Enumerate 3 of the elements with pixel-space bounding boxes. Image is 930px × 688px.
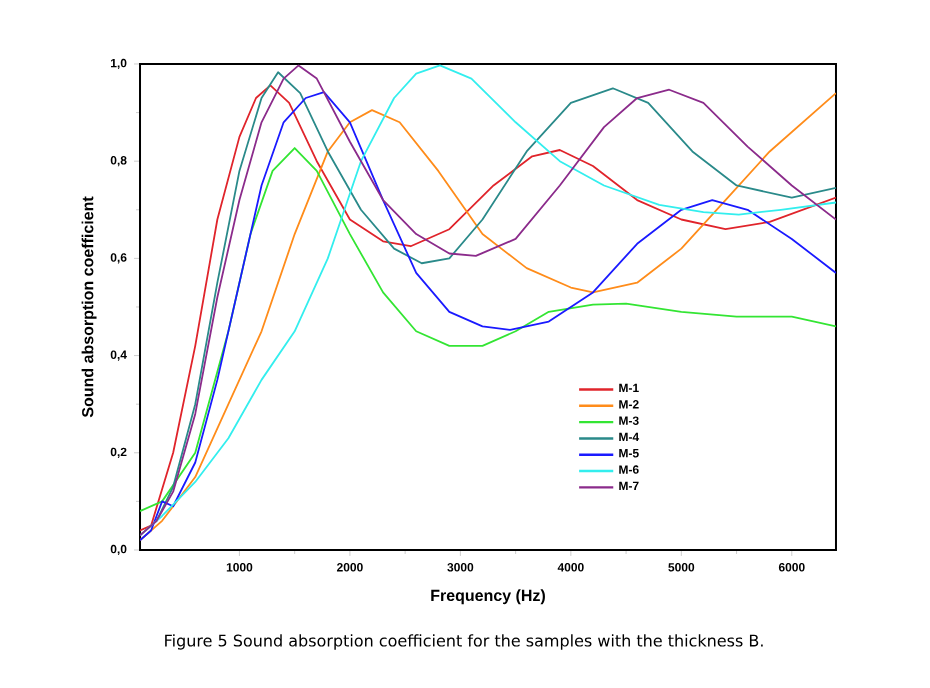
y-axis-title: Sound absorption coefficient <box>81 196 97 418</box>
caption: Figure 5 Sound absorption coefficient for the samples with the thickness B. <box>165 634 763 650</box>
x-axis-title: Frequency (Hz) <box>431 589 545 605</box>
